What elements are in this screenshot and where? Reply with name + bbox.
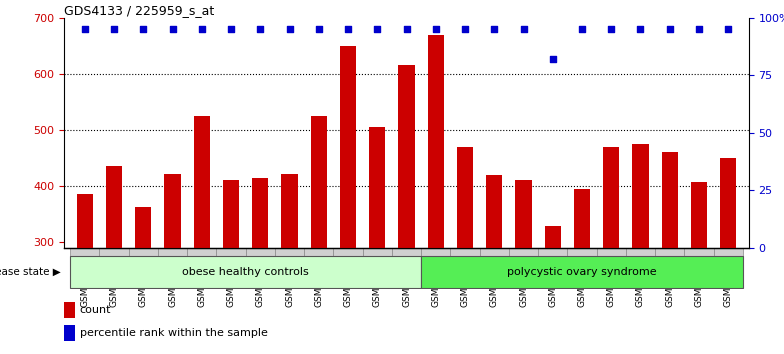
- Bar: [70, 248, 100, 279]
- Bar: [281, 174, 298, 248]
- Bar: [135, 207, 151, 248]
- Point: [575, 26, 588, 32]
- Bar: [568, 248, 597, 279]
- Bar: [398, 65, 415, 248]
- Point: [371, 26, 383, 32]
- Text: count: count: [80, 305, 111, 315]
- Bar: [194, 116, 210, 248]
- Point: [722, 26, 735, 32]
- Point: [107, 26, 120, 32]
- Bar: [310, 116, 327, 248]
- Bar: [187, 248, 216, 279]
- Bar: [574, 189, 590, 248]
- Bar: [655, 248, 684, 279]
- Bar: [77, 194, 93, 248]
- Point: [546, 56, 559, 62]
- Point: [459, 26, 471, 32]
- Bar: [450, 248, 480, 279]
- Bar: [129, 248, 158, 279]
- Point: [430, 26, 442, 32]
- Bar: [392, 248, 421, 279]
- Point: [488, 26, 500, 32]
- Bar: [603, 147, 619, 248]
- Point: [78, 26, 91, 32]
- Point: [195, 26, 208, 32]
- Point: [693, 26, 706, 32]
- Bar: [720, 158, 736, 248]
- Point: [225, 26, 238, 32]
- Bar: [457, 147, 473, 248]
- Point: [166, 26, 179, 32]
- Text: disease state ▶: disease state ▶: [0, 267, 60, 277]
- Bar: [545, 227, 561, 248]
- Bar: [216, 248, 245, 279]
- Point: [634, 26, 647, 32]
- Bar: [363, 248, 392, 279]
- Text: polycystic ovary syndrome: polycystic ovary syndrome: [507, 267, 657, 277]
- Bar: [597, 248, 626, 279]
- Bar: [106, 166, 122, 248]
- Bar: [64, 302, 74, 318]
- Point: [517, 26, 530, 32]
- Point: [137, 26, 150, 32]
- Bar: [691, 182, 707, 248]
- Bar: [626, 248, 655, 279]
- Bar: [340, 46, 356, 248]
- Bar: [100, 248, 129, 279]
- Bar: [70, 256, 421, 288]
- Bar: [713, 248, 743, 279]
- Bar: [275, 248, 304, 279]
- Bar: [165, 174, 180, 248]
- Bar: [662, 152, 678, 248]
- Text: obese healthy controls: obese healthy controls: [182, 267, 309, 277]
- Bar: [64, 325, 74, 341]
- Point: [283, 26, 296, 32]
- Bar: [369, 127, 385, 248]
- Bar: [245, 248, 275, 279]
- Point: [313, 26, 325, 32]
- Bar: [633, 144, 648, 248]
- Bar: [304, 248, 333, 279]
- Text: GDS4133 / 225959_s_at: GDS4133 / 225959_s_at: [64, 4, 215, 17]
- Bar: [333, 248, 363, 279]
- Bar: [515, 181, 532, 248]
- Point: [663, 26, 676, 32]
- Bar: [158, 248, 187, 279]
- Bar: [428, 35, 444, 248]
- Bar: [480, 248, 509, 279]
- Point: [605, 26, 618, 32]
- Bar: [684, 248, 713, 279]
- Bar: [252, 178, 268, 248]
- Bar: [421, 248, 450, 279]
- Text: percentile rank within the sample: percentile rank within the sample: [80, 328, 267, 338]
- Point: [254, 26, 267, 32]
- Bar: [421, 256, 743, 288]
- Point: [342, 26, 354, 32]
- Bar: [538, 248, 568, 279]
- Bar: [509, 248, 538, 279]
- Bar: [486, 175, 503, 248]
- Point: [400, 26, 412, 32]
- Bar: [223, 181, 239, 248]
